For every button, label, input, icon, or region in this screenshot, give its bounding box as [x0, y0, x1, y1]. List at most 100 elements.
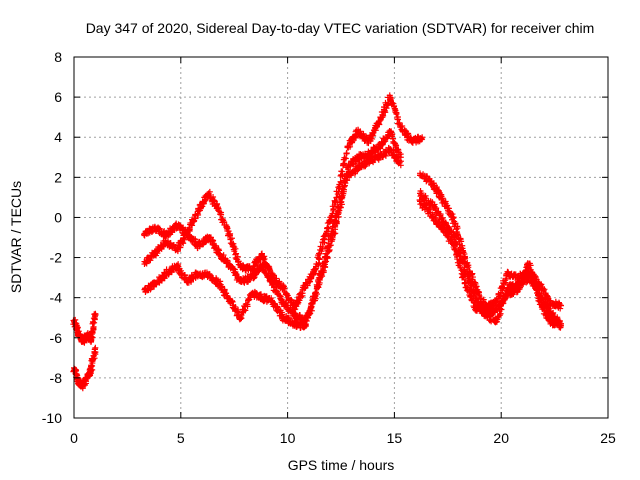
grid-lines	[74, 57, 608, 418]
data-point	[471, 291, 478, 297]
data-point	[341, 160, 348, 167]
data-point	[89, 327, 96, 334]
data-point	[502, 279, 509, 286]
data-point	[333, 219, 340, 226]
data-point	[387, 96, 394, 103]
data-point	[266, 266, 273, 273]
data-point	[497, 310, 504, 317]
data-point	[308, 307, 315, 314]
data-point	[206, 270, 213, 277]
data-point	[432, 205, 439, 212]
data-point	[333, 194, 340, 201]
series-trace-b	[70, 344, 99, 392]
data-point	[339, 168, 346, 175]
data-point	[449, 211, 456, 218]
data-point	[343, 150, 350, 157]
data-point	[522, 270, 529, 277]
x-axis-label: GPS time / hours	[288, 457, 395, 473]
data-point	[261, 263, 268, 270]
data-point	[335, 211, 342, 218]
data-point	[382, 109, 389, 116]
data-point	[340, 190, 347, 197]
data-point	[276, 292, 283, 299]
data-point	[299, 290, 306, 297]
data-point	[321, 259, 328, 266]
data-point	[558, 302, 565, 309]
y-tick-label: 8	[54, 49, 62, 65]
data-point	[330, 206, 337, 213]
data-point	[510, 291, 517, 298]
data-point	[338, 195, 345, 202]
data-point	[337, 199, 344, 206]
data-point	[534, 290, 541, 297]
data-point	[469, 274, 476, 281]
data-point	[228, 298, 235, 305]
x-tick-label: 0	[70, 430, 78, 446]
y-tick-label: 6	[54, 89, 62, 105]
data-point	[533, 285, 540, 292]
data-point	[155, 226, 162, 233]
data-point	[529, 272, 536, 279]
data-point	[336, 207, 343, 214]
data-point	[537, 297, 544, 304]
data-point	[458, 238, 465, 245]
data-point	[302, 321, 309, 328]
chart-title: Day 347 of 2020, Sidereal Day-to-day VTE…	[86, 20, 595, 36]
data-point	[550, 309, 557, 316]
data-point	[314, 291, 321, 298]
data-point	[224, 225, 231, 232]
data-point	[405, 130, 412, 137]
data-point	[233, 270, 240, 277]
data-point	[442, 219, 449, 226]
data-point	[324, 255, 331, 262]
data-point	[499, 285, 506, 292]
data-point	[419, 134, 426, 141]
data-point	[92, 310, 99, 317]
series-trace-f	[417, 170, 565, 314]
data-point	[557, 305, 564, 312]
data-point	[238, 312, 245, 319]
data-point	[352, 134, 359, 141]
data-point	[323, 258, 330, 265]
y-tick-label: -4	[50, 290, 63, 306]
data-point	[380, 112, 387, 119]
data-point	[394, 116, 401, 123]
data-point	[343, 177, 350, 184]
data-point	[340, 186, 347, 193]
data-point	[271, 300, 278, 307]
data-point	[296, 297, 303, 304]
x-tick-label: 10	[280, 430, 296, 446]
data-point	[459, 273, 466, 280]
data-point	[372, 124, 379, 131]
x-tick-label: 25	[600, 430, 616, 446]
data-point	[269, 280, 276, 287]
y-tick-labels: -10 -8 -6 -4 -2 0 2 4 6 8	[42, 49, 62, 426]
data-point	[325, 225, 332, 232]
y-axis-label: SDTVAR / TECUs	[8, 181, 24, 293]
data-point	[198, 204, 205, 211]
x-tick-label: 20	[493, 430, 509, 446]
data-point	[228, 235, 235, 242]
data-point	[206, 188, 213, 195]
data-point	[464, 285, 471, 292]
y-tick-label: -2	[50, 250, 63, 266]
series-trace-h	[416, 196, 565, 331]
x-tick-label: 5	[177, 430, 185, 446]
data-point	[456, 263, 463, 270]
x-tick-labels: 0 5 10 15 20 25	[70, 430, 616, 446]
data-point	[465, 262, 472, 269]
data-point	[189, 222, 196, 229]
y-tick-label: 0	[54, 209, 62, 225]
data-point	[349, 137, 356, 144]
y-tick-label: -6	[50, 330, 63, 346]
data-point	[416, 196, 423, 203]
series-trace-e	[141, 144, 404, 331]
data-point	[360, 130, 367, 137]
data-point	[541, 286, 548, 293]
data-point	[540, 304, 547, 311]
x-tick-label: 15	[387, 430, 403, 446]
plot-frame	[73, 56, 609, 419]
data-point	[532, 280, 539, 287]
data-point	[530, 277, 537, 284]
data-point	[260, 256, 267, 263]
